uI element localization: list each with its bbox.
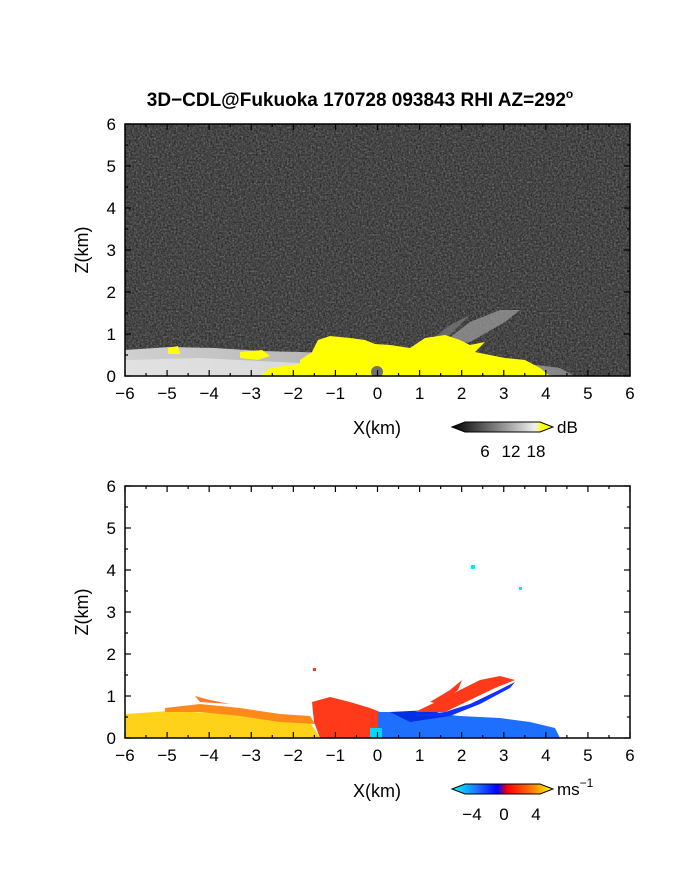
velocity-background [125,486,630,738]
strong-echo-core [300,335,550,376]
y-tick-label: 5 [107,157,116,176]
velocity-colorbar-unit: ms−1 [557,776,594,799]
intensity-colorbar-tick: 12 [502,442,521,461]
x-tick-label: 2 [457,384,466,403]
y-tick-label: 3 [107,603,116,622]
intensity-ticks: −6 −5 −4 −3 −2 −1 0 1 2 3 4 5 6 0 1 2 3 4 5 6 [107,115,635,403]
x-tick-label: 6 [625,746,634,765]
velocity-isolated-point [471,565,475,569]
strong-echo-far-left [168,346,180,354]
x-tick-label: 1 [415,384,424,403]
velocity-positive-upper [165,704,315,724]
velocity-positive-orange [195,696,230,704]
x-tick-label: 3 [499,384,508,403]
y-tick-label: 3 [107,241,116,260]
x-tick-label: 5 [583,746,592,765]
x-tick-label: 4 [541,384,550,403]
intensity-colorbar-tick: 6 [480,442,489,461]
velocity-isolated-point [519,587,522,590]
y-tick-label: 0 [107,729,116,748]
velocity-colorbar-tick: 4 [531,805,540,824]
velocity-colorbar-unit-exponent: −1 [580,776,594,790]
velocity-panel: −6 −5 −4 −3 −2 −1 0 1 2 3 4 5 6 0 1 2 3 4 5 6 X(km) Z(km) m… [72,477,635,824]
y-tick-label: 5 [107,519,116,538]
x-tick-label: 0 [373,746,382,765]
velocity-plume-upper [430,680,462,704]
y-tick-label: 0 [107,367,116,386]
y-tick-label: 6 [107,115,116,134]
noise-texture [125,124,630,376]
y-tick-label: 2 [107,645,116,664]
x-tick-label: −3 [242,384,261,403]
velocity-plot-area [125,486,630,738]
velocity-colorbar-tick: −4 [462,805,481,824]
velocity-positive-core [312,697,385,738]
x-tick-label: 1 [415,746,424,765]
x-tick-label: −1 [326,746,345,765]
y-tick-label: 4 [107,561,116,580]
velocity-colorbar: ms−1 −4 0 4 [450,776,594,824]
intensity-colorbar-bar [450,421,555,433]
y-tick-label: 1 [107,325,116,344]
x-tick-label: 0 [373,384,382,403]
intensity-colorbar: dB 6 12 18 [450,418,578,461]
velocity-xlabel: X(km) [353,781,401,801]
x-tick-label: −4 [199,384,218,403]
intensity-ylabel: Z(km) [72,227,92,274]
velocity-positive-surface [125,711,320,738]
velocity-plume-edge [410,682,515,716]
x-tick-label: 5 [583,384,592,403]
figure-title: 3D−CDL@Fukuoka 170728 093843 RHI AZ=292o [147,87,574,111]
strong-echo-left [240,350,270,360]
x-tick-label: 6 [625,384,634,403]
x-tick-label: 3 [499,746,508,765]
figure-title-degree: o [566,87,573,101]
velocity-ylabel: Z(km) [72,589,92,636]
intensity-xlabel: X(km) [353,418,401,438]
intensity-plot-area [125,124,630,376]
velocity-ticks: −6 −5 −4 −3 −2 −1 0 1 2 3 4 5 6 0 1 2 3 4 5 6 [107,477,635,765]
x-tick-label: −3 [242,746,261,765]
intensity-colorbar-unit: dB [557,418,578,437]
velocity-colorbar-tick: 0 [499,805,508,824]
x-tick-label: −5 [157,384,176,403]
y-tick-label: 6 [107,477,116,496]
x-tick-label: −5 [157,746,176,765]
x-tick-label: −6 [115,746,134,765]
velocity-isolated-cell [313,668,316,671]
intensity-colorbar-tick: 18 [527,442,546,461]
y-tick-label: 4 [107,199,116,218]
x-tick-label: −6 [115,384,134,403]
y-tick-label: 2 [107,283,116,302]
x-tick-label: −2 [284,746,303,765]
velocity-colorbar-bar [450,783,555,795]
aerosol-plume-outer [440,310,520,345]
x-tick-label: 4 [541,746,550,765]
x-tick-label: −1 [326,384,345,403]
x-tick-label: −2 [284,384,303,403]
y-tick-label: 1 [107,687,116,706]
velocity-origin-cyan [370,728,382,738]
x-tick-label: −4 [199,746,218,765]
x-tick-label: 2 [457,746,466,765]
